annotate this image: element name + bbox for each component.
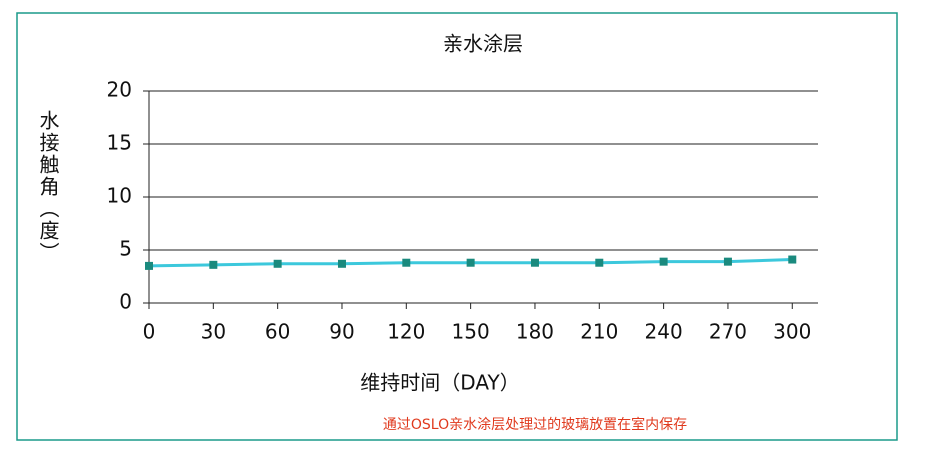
x-tick-label: 180 bbox=[516, 320, 554, 344]
x-axis-label: 维持时间（DAY） bbox=[360, 371, 519, 395]
marker bbox=[402, 258, 411, 267]
x-tick-label: 210 bbox=[580, 320, 618, 344]
chart-title: 亲水涂层 bbox=[443, 32, 523, 56]
y-tick-label: 20 bbox=[107, 78, 132, 102]
y-tick-label: 5 bbox=[119, 237, 132, 261]
marker bbox=[145, 261, 153, 270]
marker bbox=[466, 258, 475, 267]
x-tick-label: 150 bbox=[452, 320, 490, 344]
frame bbox=[16, 12, 898, 441]
x-tick-label: 270 bbox=[709, 320, 747, 344]
marker bbox=[723, 257, 732, 266]
x-tick-label: 120 bbox=[387, 320, 425, 344]
x-tick-label: 30 bbox=[201, 320, 226, 344]
x-tick-label: 240 bbox=[645, 320, 683, 344]
marker bbox=[659, 257, 668, 266]
y-tick-label: 0 bbox=[119, 290, 132, 314]
marker bbox=[209, 260, 218, 269]
y-tick-label: 15 bbox=[107, 131, 132, 155]
marker bbox=[530, 258, 539, 267]
x-tick-label: 90 bbox=[329, 320, 354, 344]
y-tick-label: 10 bbox=[107, 184, 132, 208]
x-tick-label: 0 bbox=[143, 320, 156, 344]
x-tick-label: 60 bbox=[265, 320, 290, 344]
marker bbox=[337, 259, 346, 268]
x-tick-label: 300 bbox=[773, 320, 811, 344]
marker bbox=[273, 259, 282, 268]
marker bbox=[788, 255, 797, 264]
note: 通过OSLO亲水涂层处理过的玻璃放置在室内保存 bbox=[383, 416, 687, 433]
marker bbox=[595, 258, 604, 267]
y-axis-label: 水接触角（度） bbox=[36, 110, 60, 264]
